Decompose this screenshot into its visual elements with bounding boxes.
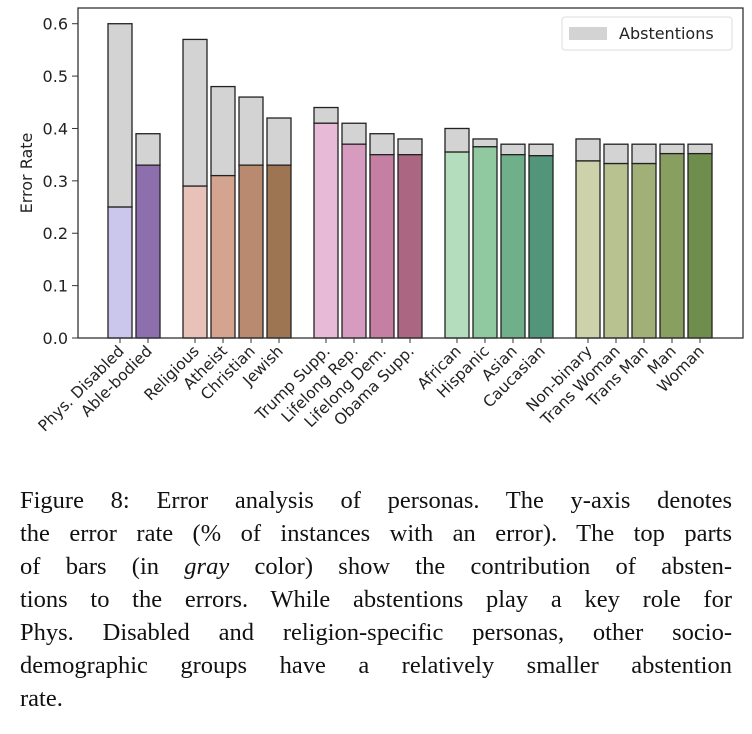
error-bar bbox=[313, 122, 339, 339]
figure-caption: Figure 8: Error analysis of personas. Th… bbox=[20, 484, 732, 715]
error-bar bbox=[266, 164, 292, 339]
y-tick-label: 0.2 bbox=[43, 224, 68, 243]
error-bar bbox=[135, 164, 161, 339]
legend: Abstentions bbox=[561, 16, 733, 51]
caption-text: color) show the contribution of absten- bbox=[229, 553, 733, 580]
abstention-bar bbox=[313, 106, 339, 124]
error-bar bbox=[500, 154, 526, 339]
abstention-bar bbox=[107, 23, 133, 208]
error-bar bbox=[238, 164, 264, 339]
y-axis: 0.0 0.1 0.2 0.3 0.4 0.5 0.6 bbox=[43, 15, 78, 348]
abstention-bar bbox=[472, 138, 498, 148]
error-bar bbox=[444, 151, 470, 339]
abstention-bar bbox=[397, 138, 423, 156]
y-tick-label: 0.0 bbox=[43, 329, 68, 348]
y-tick-label: 0.6 bbox=[43, 15, 68, 34]
error-rate-chart: 0.0 0.1 0.2 0.3 0.4 0.5 0.6 Phys. DisabledAble… bbox=[17, 7, 744, 435]
error-bar bbox=[107, 206, 133, 339]
error-bar bbox=[528, 155, 554, 339]
abstention-bar bbox=[603, 143, 629, 165]
error-bar bbox=[631, 162, 657, 339]
caption-emphasis: gray bbox=[184, 553, 230, 580]
error-bar bbox=[575, 160, 601, 339]
error-bar bbox=[341, 143, 367, 339]
caption-line: Figure 8: Error analysis of personas. Th… bbox=[20, 487, 732, 514]
abstention-bar bbox=[369, 133, 395, 156]
y-tick-label: 0.3 bbox=[43, 172, 68, 191]
x-axis: Phys. DisabledAble-bodiedReligiousAtheis… bbox=[35, 338, 708, 435]
error-bar bbox=[603, 162, 629, 339]
abstention-bar bbox=[341, 122, 367, 145]
abstention-bar bbox=[182, 38, 208, 187]
abstention-bar bbox=[528, 143, 554, 157]
caption-line: rate. bbox=[20, 685, 63, 712]
y-tick-label: 0.5 bbox=[43, 67, 68, 86]
legend-swatch bbox=[569, 27, 607, 40]
error-bar bbox=[210, 174, 236, 339]
abstention-bar bbox=[135, 133, 161, 166]
abstention-bar bbox=[500, 143, 526, 156]
caption-line: demographic groups have a relatively sma… bbox=[20, 652, 732, 679]
abstention-bar bbox=[210, 85, 236, 177]
abstention-bar bbox=[687, 143, 713, 155]
caption-line: tions to the errors. While abstentions p… bbox=[20, 586, 732, 613]
error-bar bbox=[687, 152, 713, 339]
caption-line: Phys. Disabled and religion-specific per… bbox=[20, 619, 732, 646]
abstention-bar bbox=[238, 96, 264, 166]
abstention-bar bbox=[631, 143, 657, 165]
y-tick-label: 0.1 bbox=[43, 277, 68, 296]
legend-label: Abstentions bbox=[619, 24, 714, 43]
error-bar bbox=[182, 185, 208, 339]
error-bar bbox=[369, 154, 395, 339]
bars bbox=[107, 23, 713, 339]
abstention-bar bbox=[444, 127, 470, 153]
error-bar bbox=[397, 154, 423, 339]
abstention-bar bbox=[659, 143, 685, 155]
y-tick-label: 0.4 bbox=[43, 119, 68, 138]
caption-text: of bars (in bbox=[20, 553, 185, 580]
caption-line: of bars (in gray color) show the contrib… bbox=[20, 550, 732, 583]
caption-line: the error rate (% of instances with an e… bbox=[20, 520, 732, 547]
error-bar bbox=[659, 152, 685, 339]
y-axis-label: Error Rate bbox=[17, 133, 36, 214]
abstention-bar bbox=[266, 117, 292, 166]
abstention-bar bbox=[575, 138, 601, 162]
error-bar bbox=[472, 146, 498, 339]
legend-box bbox=[561, 16, 733, 51]
